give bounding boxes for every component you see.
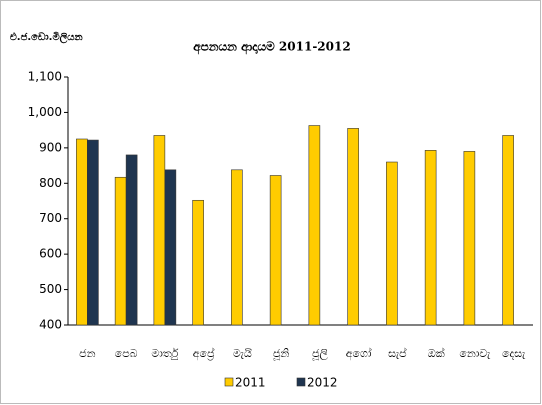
bar <box>269 175 282 326</box>
x-tick-label: මැයි <box>233 347 252 360</box>
x-tick-label: මාර්තු <box>151 347 178 360</box>
bar <box>463 151 476 326</box>
x-tick-label: පෙබ <box>115 347 138 360</box>
x-tick-label: ජන <box>79 347 95 360</box>
x-tick-label: අප්‍රේ <box>193 346 215 361</box>
y-tick-label: 700 <box>39 211 62 225</box>
bar <box>76 138 88 326</box>
legend-label: 2012 <box>307 376 338 390</box>
chart-title: අපනයන ආදායම 2011-2012 <box>193 40 350 55</box>
bar <box>164 169 177 326</box>
bar <box>386 161 398 326</box>
x-tick-label: ජූලි <box>311 347 328 361</box>
bar <box>347 128 359 326</box>
legend-swatch <box>296 377 306 387</box>
y-tick-label: 1,000 <box>28 105 62 119</box>
legend-swatch <box>224 377 234 387</box>
x-tick-label: සැප් <box>388 346 406 360</box>
y-tick-label: 600 <box>39 247 62 261</box>
bar <box>502 135 514 326</box>
y-tick-label: 1,100 <box>28 70 62 84</box>
legend-label: 2011 <box>235 376 266 390</box>
bar <box>114 176 127 326</box>
bar <box>192 199 204 326</box>
bar <box>87 139 99 326</box>
bar <box>153 135 166 326</box>
y-tick-label: 800 <box>39 176 62 190</box>
y-tick-label: 900 <box>39 140 62 154</box>
bar <box>308 125 321 326</box>
y-axis-unit: එ.ජ.ඩො.මිලියන <box>10 31 83 44</box>
y-tick-label: 500 <box>39 282 62 296</box>
x-tick-label: ජූනි <box>272 347 289 360</box>
x-tick-label: නොවැ <box>459 347 491 360</box>
bar <box>231 169 243 326</box>
y-tick-label: 400 <box>39 318 62 332</box>
x-tick-label: අගෝ <box>346 346 372 361</box>
bar <box>125 154 138 326</box>
x-tick-label: ඔක් <box>428 346 445 360</box>
x-tick-label: දෙසැ <box>502 347 526 360</box>
bar <box>424 150 437 326</box>
